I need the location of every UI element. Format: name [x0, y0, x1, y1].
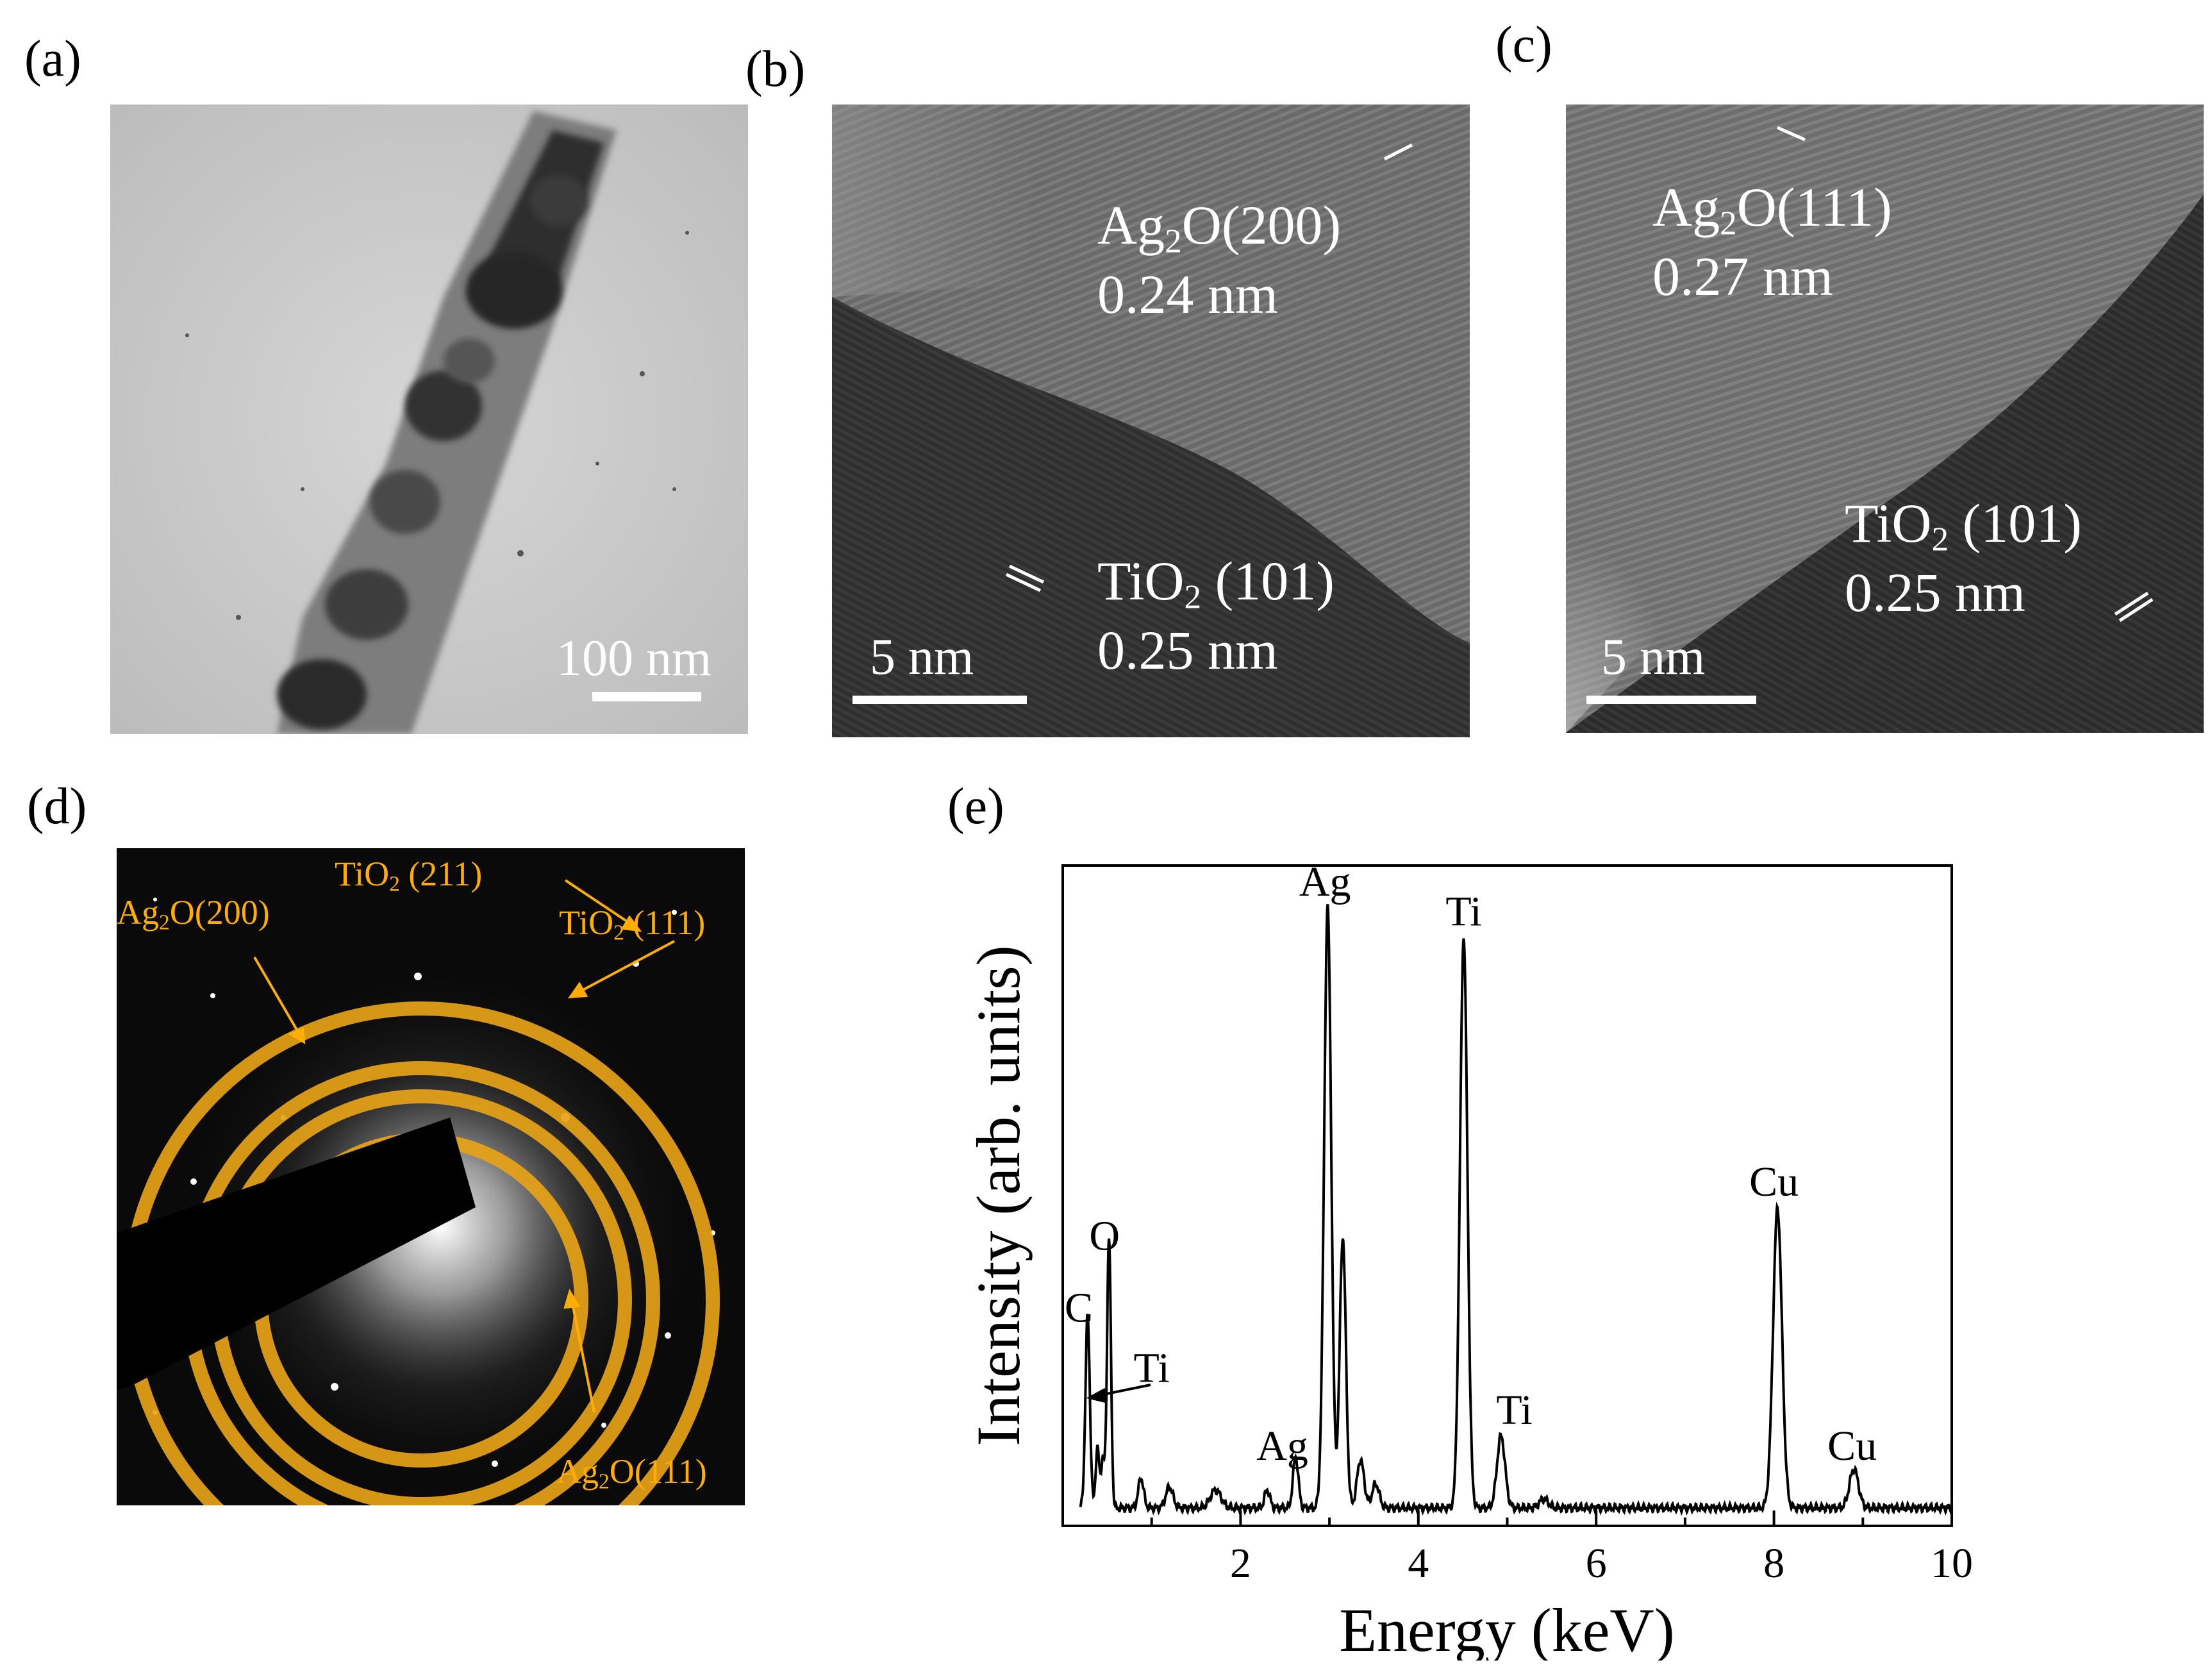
peak-label: Ag — [1256, 1423, 1308, 1469]
label-c-tio2: TiO2 (101) 0.25 nm — [1845, 492, 2082, 624]
peak-label: O — [1089, 1212, 1120, 1259]
peak-label: Ti — [1134, 1344, 1170, 1391]
scale-bar-label-b: 5 nm — [870, 629, 974, 685]
tem-image-a — [110, 105, 748, 734]
beam-stop — [117, 1117, 476, 1390]
saed-label-ag2o-200: Ag2O(200) — [117, 893, 270, 935]
y-axis-label: Intensity (arb. units) — [964, 945, 1033, 1446]
scale-bar-c — [1586, 696, 1756, 704]
peak-label: Cu — [1827, 1423, 1877, 1469]
label-b-tio2: TiO2 (101) 0.25 nm — [1097, 550, 1335, 682]
scale-bar-b — [852, 696, 1027, 704]
eds-chart: 2 4 6 8 10 C O Ti Ag Ag Ti Ti Cu Cu Energy (keV) Int… — [936, 833, 2199, 1664]
panel-label-d: (d) — [27, 778, 87, 835]
panel-label-a: (a) — [24, 31, 81, 87]
ti-arrow — [1086, 1384, 1151, 1403]
scale-bar-label-a: 100 nm — [556, 630, 712, 687]
nanofiber — [277, 111, 617, 734]
panel-label-e: (e) — [947, 778, 1004, 835]
x-tick-label: 4 — [1408, 1540, 1429, 1587]
scale-bar-label-c: 5 nm — [1601, 629, 1706, 685]
label-b-ag2o: Ag2O(200) 0.24 nm — [1097, 194, 1342, 326]
peak-label: Ti — [1496, 1387, 1532, 1434]
x-tick-label: 2 — [1230, 1540, 1251, 1587]
saed-label-tio2-211: TiO2 (211) — [335, 855, 483, 896]
x-tick-label: 6 — [1586, 1540, 1607, 1587]
label-c-ag2o: Ag2O(111) 0.27 nm — [1652, 176, 1892, 308]
eds-spectrum-line — [1079, 904, 1953, 1516]
peak-label: Cu — [1749, 1159, 1799, 1205]
panel-label-c: (c) — [1495, 17, 1552, 73]
peak-label: Ag — [1299, 858, 1351, 905]
x-tick-label: 8 — [1763, 1540, 1784, 1587]
scale-bar-a — [592, 692, 701, 701]
hrtem-image-c — [1566, 105, 2204, 733]
hrtem-image-b — [832, 105, 1470, 737]
saed-label-ag2o-111: Ag2O(111) — [556, 1452, 707, 1494]
saed-pattern-d — [117, 848, 745, 1505]
peak-label: C — [1065, 1285, 1093, 1332]
saed-label-tio2-111: TiO2 (111) — [559, 903, 706, 945]
peak-label: Ti — [1445, 889, 1481, 935]
x-tick-label: 10 — [1931, 1540, 1973, 1587]
panel-label-b: (b) — [745, 41, 806, 97]
x-axis-label: Energy (keV) — [1339, 1596, 1674, 1661]
